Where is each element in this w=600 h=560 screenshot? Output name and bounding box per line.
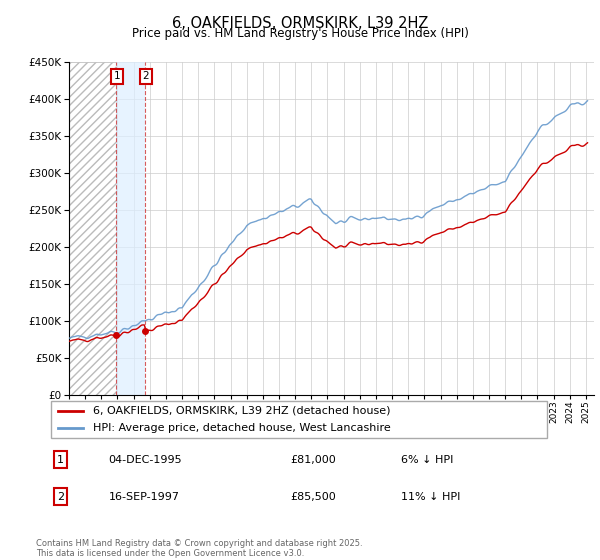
Text: 6, OAKFIELDS, ORMSKIRK, L39 2HZ: 6, OAKFIELDS, ORMSKIRK, L39 2HZ [172,16,428,31]
Text: £85,500: £85,500 [290,492,335,502]
Text: HPI: Average price, detached house, West Lancashire: HPI: Average price, detached house, West… [94,423,391,433]
Text: 1: 1 [113,72,120,81]
Text: Price paid vs. HM Land Registry's House Price Index (HPI): Price paid vs. HM Land Registry's House … [131,27,469,40]
Bar [69,62,116,395]
Text: Contains HM Land Registry data © Crown copyright and database right 2025.
This d: Contains HM Land Registry data © Crown c… [36,539,362,558]
Text: 16-SEP-1997: 16-SEP-1997 [109,492,179,502]
Text: £81,000: £81,000 [290,455,335,465]
Text: 2: 2 [57,492,64,502]
FancyBboxPatch shape [50,402,547,437]
Text: 1: 1 [57,455,64,465]
Text: 2: 2 [143,72,149,81]
Text: 04-DEC-1995: 04-DEC-1995 [109,455,182,465]
Text: 6% ↓ HPI: 6% ↓ HPI [401,455,453,465]
Text: 6, OAKFIELDS, ORMSKIRK, L39 2HZ (detached house): 6, OAKFIELDS, ORMSKIRK, L39 2HZ (detache… [94,405,391,416]
Text: 11% ↓ HPI: 11% ↓ HPI [401,492,460,502]
Bar [116,62,145,395]
